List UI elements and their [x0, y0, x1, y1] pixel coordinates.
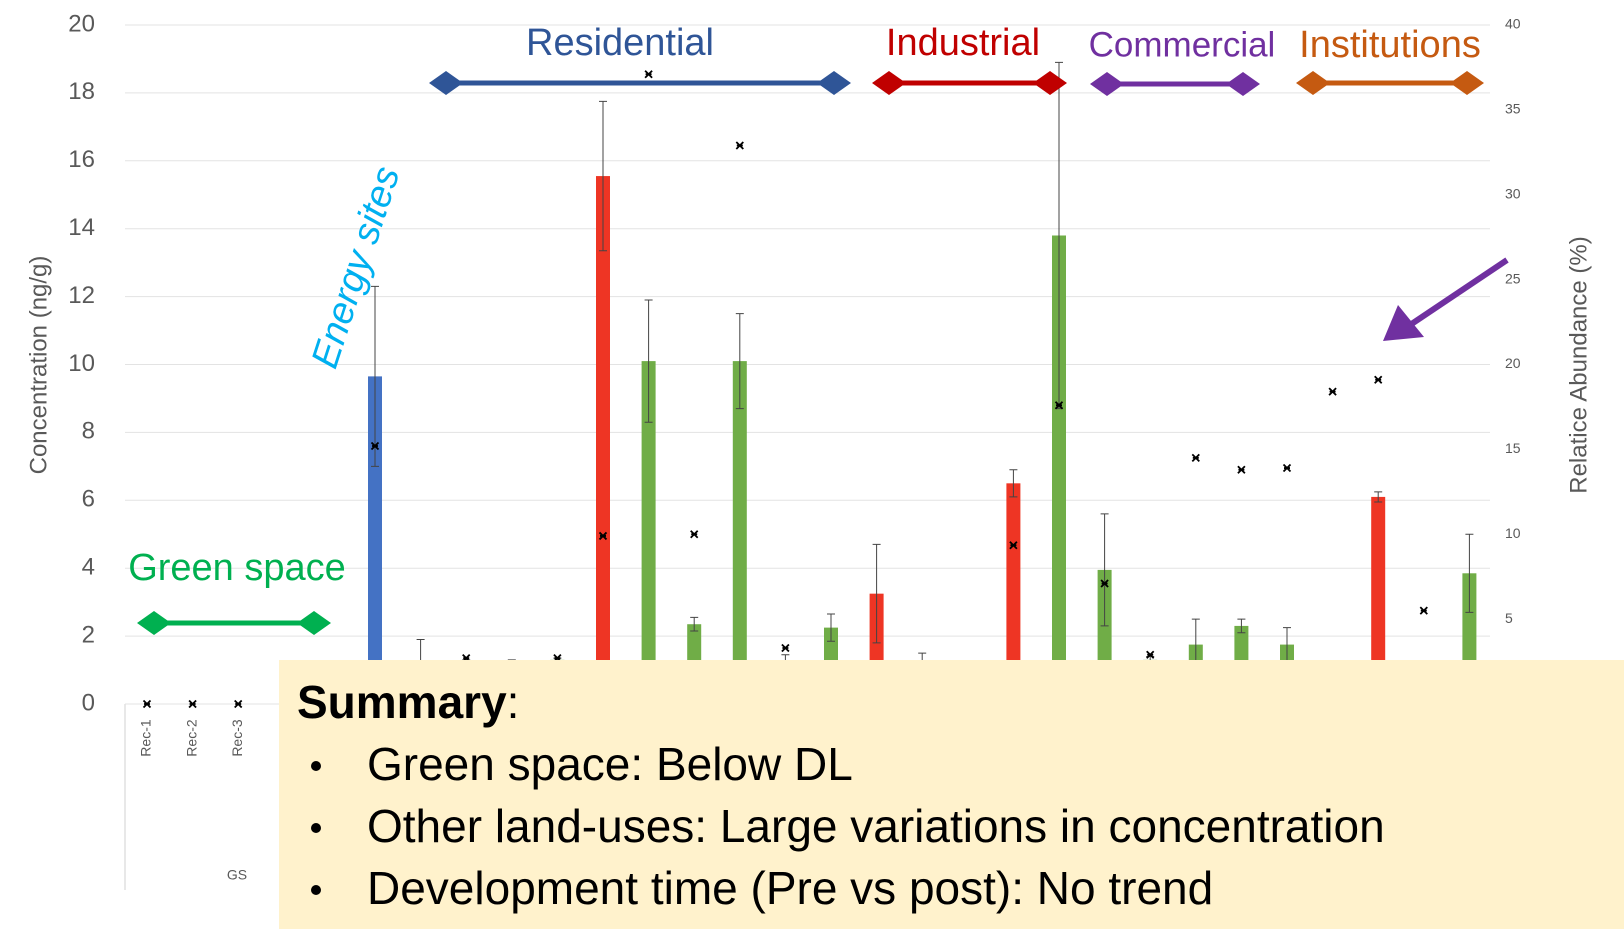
- error-bar: [872, 543, 881, 644]
- range-arrow-head: [817, 71, 851, 95]
- y2-tick-label: 10: [1505, 525, 1521, 541]
- marker: [1374, 375, 1383, 384]
- y-tick-label: 2: [82, 621, 95, 648]
- marker: [1328, 387, 1337, 396]
- marker: [1191, 453, 1200, 462]
- range-arrow-head: [137, 611, 171, 635]
- y-tick-label: 20: [68, 10, 95, 37]
- error-bar: [1009, 469, 1018, 498]
- error-bar: [1374, 491, 1383, 503]
- bullet: [311, 761, 321, 771]
- x-tick-label: Rec-2: [183, 719, 199, 757]
- summary-bullet: Green space: Below DL: [367, 738, 853, 790]
- summary-list: Green space: Below DL Other land-uses: La…: [311, 738, 1385, 914]
- bar: [641, 361, 656, 704]
- summary-bullet: Other land-uses: Large variations in con…: [367, 800, 1385, 852]
- pointer-arrow-head: [1383, 305, 1424, 341]
- y2-tick-label: 40: [1505, 16, 1521, 32]
- y2-tick-label: 20: [1505, 355, 1521, 371]
- range-arrow-head: [1033, 71, 1067, 95]
- summary-box: [279, 660, 1624, 929]
- marker: [735, 141, 744, 150]
- range-label: Institutions: [1299, 24, 1481, 66]
- marker: [188, 699, 197, 709]
- y-tick-label: 12: [68, 282, 95, 309]
- bar: [1052, 235, 1066, 705]
- bullet: [311, 823, 321, 833]
- range-label: Commercial: [1089, 25, 1276, 64]
- range-arrow-head: [872, 71, 906, 95]
- range-arrow-head: [1450, 71, 1484, 95]
- y-tick-label: 0: [82, 689, 95, 716]
- marker: [1054, 401, 1064, 410]
- y2-tick-label: 30: [1505, 185, 1521, 201]
- marker: [1100, 579, 1109, 588]
- annotations: Residential Industrial Commercial Instituti…: [128, 22, 1509, 635]
- y-tick-label: 8: [82, 418, 95, 445]
- bar: [1006, 483, 1021, 704]
- bar: [596, 176, 610, 704]
- range-arrow-head: [1226, 72, 1260, 96]
- error-bar: [1100, 513, 1109, 627]
- y2-tick-label: 35: [1505, 101, 1521, 117]
- marker: [1146, 650, 1155, 659]
- range-label: Residential: [526, 22, 714, 64]
- y2-axis-title: Relatice Abundance (%): [1565, 236, 1592, 493]
- marker: [1282, 463, 1292, 473]
- y-axis-title: Concentration (ng/g): [25, 256, 52, 475]
- marker: [644, 70, 653, 79]
- y-tick-label: 10: [68, 350, 95, 377]
- y-tick-label: 6: [82, 486, 95, 513]
- bar: [368, 376, 382, 704]
- bar: [732, 361, 747, 704]
- summary-title: Summary: [297, 676, 507, 728]
- range-arrow-head: [1296, 71, 1330, 95]
- error-bar: [827, 613, 835, 642]
- range-label: Green space: [128, 547, 346, 589]
- y-tick-label: 4: [82, 554, 95, 581]
- y-tick-label: 18: [68, 78, 95, 105]
- marker: [1419, 606, 1428, 615]
- plot: 0 2 4 6 8 10 12 14 16 18 20 5 10 15 20 25 30 35 40 Rec-1 Rec…: [68, 10, 1520, 756]
- range-arrow-head: [1090, 72, 1124, 96]
- range-arrow-head: [429, 71, 463, 95]
- y2-tick-label: 5: [1505, 610, 1513, 626]
- group-label: GS: [227, 867, 247, 883]
- energy-label: Energy sites: [304, 161, 409, 373]
- marker: [781, 643, 790, 653]
- bullet: [311, 885, 321, 895]
- marker: [598, 531, 608, 541]
- range-arrow-head: [297, 611, 331, 635]
- y2-tick-label: 25: [1505, 270, 1521, 286]
- y-tick-label: 16: [68, 146, 95, 173]
- error-bar: [599, 100, 607, 252]
- summary-heading: Summary:: [297, 676, 519, 728]
- marker: [690, 530, 699, 539]
- x-tick-label: Rec-3: [229, 719, 245, 757]
- summary-bullet: Development time (Pre vs post): No trend: [367, 862, 1213, 914]
- y-tick-label: 14: [68, 214, 95, 241]
- error-bar: [644, 299, 653, 423]
- range-label: Industrial: [886, 22, 1040, 64]
- error-bar: [735, 313, 744, 410]
- marker: [370, 441, 380, 451]
- error-bar: [690, 616, 699, 632]
- marker: [142, 699, 152, 709]
- bar: [1371, 496, 1386, 704]
- error-bar: [1465, 533, 1474, 613]
- x-tick-label: Rec-1: [138, 719, 154, 757]
- y2-tick-label: 15: [1505, 440, 1521, 456]
- pointer-arrow: [1408, 257, 1509, 328]
- error-bar: [1237, 618, 1246, 634]
- marker: [1009, 541, 1018, 550]
- marker: [1237, 465, 1246, 474]
- marker: [234, 699, 243, 709]
- summary-colon: :: [507, 676, 520, 728]
- error-bar: [371, 285, 379, 467]
